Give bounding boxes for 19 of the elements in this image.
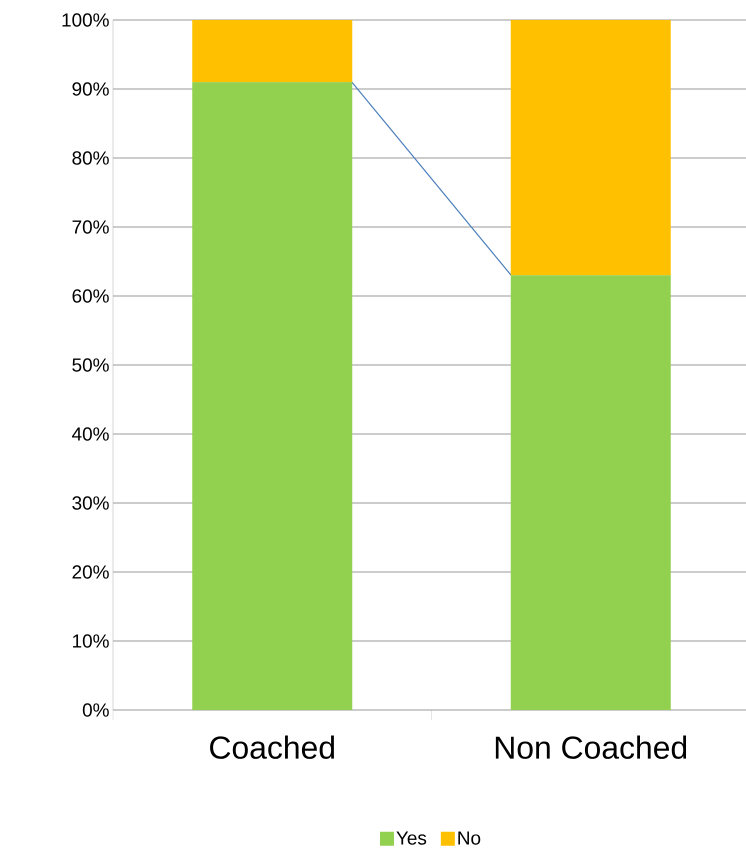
bar [510,275,671,710]
bar [192,82,352,710]
x-tick-label: Coached [210,736,334,759]
y-tick-label: 20% [72,565,109,579]
legend-label: No [458,831,480,845]
legend-label: Yes [396,831,426,845]
y-tick-label: 70% [72,220,109,234]
bar [510,20,671,276]
y-tick-label: 40% [72,427,109,441]
y-tick-label: 30% [72,496,109,510]
x-tick-label: Non Coached [496,736,686,759]
y-tick-label: 0% [82,703,109,717]
y-tick-label: 80% [72,151,109,165]
bar [192,20,352,82]
y-tick-label: 10% [73,634,109,648]
y-tick-label: 100% [62,13,109,27]
y-tick-label: 50% [72,358,109,372]
y-tick-label: 90% [72,82,109,96]
y-tick-label: 60% [72,289,109,303]
